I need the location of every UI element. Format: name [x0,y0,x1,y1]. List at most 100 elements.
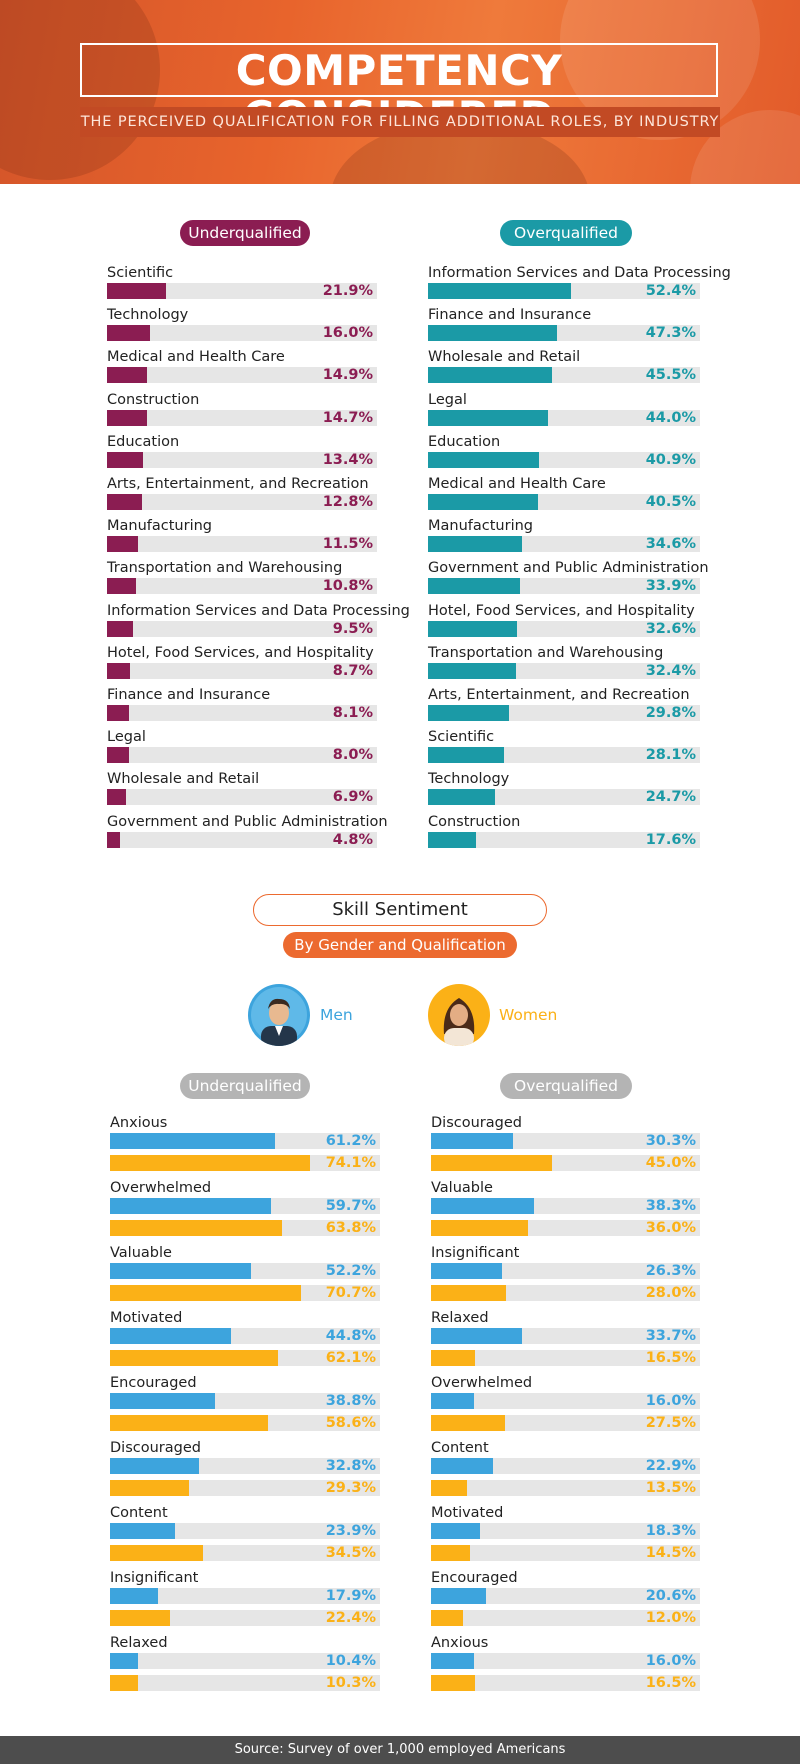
bar-track: 11.5% [107,536,377,553]
data-bar [428,494,539,510]
data-bar [107,325,151,342]
men-data-bar [110,1653,139,1669]
data-bar [107,283,167,299]
bar-track: 47.3% [428,325,700,342]
women-data-bar [110,1479,190,1496]
bar-value-label: 52.4% [645,283,696,299]
men-data-bar [431,1263,502,1279]
bar-track: 58.6% [110,1414,380,1431]
men-data-bar [431,1653,475,1669]
men-value-label: 38.8% [325,1393,376,1409]
overqualified-pill: Overqualified [500,220,632,246]
bar-track: 33.9% [428,578,700,595]
man-avatar-icon [248,984,310,1046]
data-bar [107,789,126,806]
men-value-label: 10.4% [325,1653,376,1669]
skill-sentiment-subtitle: By Gender and Qualification [283,932,517,958]
bar-value-label: 44.0% [645,409,696,426]
bar-value-label: 17.6% [645,831,696,848]
women-data-bar [431,1284,507,1301]
women-value-label: 12.0% [645,1609,696,1626]
bar-track: 28.1% [428,747,700,764]
bar-track: 44.8% [110,1328,380,1344]
bar-track: 44.0% [428,409,700,426]
bar-track: 62.1% [110,1349,380,1366]
title-frame: COMPETENCY CONSIDERED [80,43,718,140]
sentiment-overqualified-pill: Overqualified [500,1073,632,1099]
data-bar [107,831,120,848]
women-value-label: 14.5% [645,1544,696,1561]
bar-track: 14.7% [107,409,377,426]
sentiment-category-label: Anxious [110,1115,168,1131]
men-value-label: 20.6% [645,1588,696,1604]
women-value-label: 16.5% [645,1349,696,1366]
women-value-label: 36.0% [645,1219,696,1236]
bar-track: 26.3% [431,1263,700,1279]
men-data-bar [110,1458,199,1474]
women-data-bar [431,1479,468,1496]
bar-value-label: 10.8% [322,578,373,595]
data-bar [107,494,142,510]
bar-track: 29.3% [110,1479,380,1496]
sentiment-underqualified-pill: Underqualified [180,1073,310,1099]
women-value-label: 22.4% [325,1609,376,1626]
women-data-bar [110,1609,171,1626]
men-data-bar [431,1588,487,1604]
men-value-label: 30.3% [645,1133,696,1149]
data-bar [428,747,505,764]
sentiment-category-label: Insignificant [110,1570,199,1586]
bar-track: 22.9% [431,1458,700,1474]
bar-category-label: Government and Public Administration [107,813,388,830]
bar-track: 21.9% [107,283,377,299]
women-data-bar [431,1674,476,1691]
bar-value-label: 16.0% [322,325,373,342]
bar-track: 13.5% [431,1479,700,1496]
women-data-bar [431,1349,476,1366]
data-bar [107,620,133,637]
bar-value-label: 40.9% [645,451,696,468]
data-bar [107,705,129,721]
bar-value-label: 21.9% [322,283,373,299]
data-bar [428,451,540,468]
bar-track: 16.0% [107,325,377,342]
bar-category-label: Education [428,433,501,450]
bar-category-label: Medical and Health Care [428,476,606,492]
bar-track: 10.3% [110,1674,380,1691]
bar-track: 24.7% [428,789,700,806]
men-data-bar [431,1523,481,1539]
bar-track: 32.4% [428,662,700,679]
men-data-bar [110,1133,276,1149]
bar-track: 45.5% [428,367,700,384]
bar-track: 10.4% [110,1653,380,1669]
bar-track: 38.3% [431,1198,700,1214]
sentiment-category-label: Encouraged [431,1570,518,1586]
bar-track: 14.5% [431,1544,700,1561]
men-data-bar [431,1458,493,1474]
bar-category-label: Transportation and Warehousing [428,644,664,661]
bar-category-label: Education [107,433,180,450]
women-value-label: 10.3% [325,1674,376,1691]
bar-track: 4.8% [107,831,377,848]
bar-category-label: Arts, Entertainment, and Recreation [107,476,369,492]
sentiment-category-label: Overwhelmed [431,1375,533,1391]
women-value-label: 27.5% [645,1414,696,1431]
bar-track: 17.6% [428,831,700,848]
bar-value-label: 8.7% [332,662,373,679]
bar-track: 8.7% [107,662,377,679]
bar-track: 32.8% [110,1458,380,1474]
page-subtitle: THE PERCEIVED QUALIFICATION FOR FILLING … [80,114,720,130]
bar-track: 22.4% [110,1609,380,1626]
bar-track: 34.6% [428,536,700,553]
sentiment-category-label: Valuable [431,1180,493,1196]
bar-category-label: Government and Public Administration [428,560,709,577]
data-bar [107,536,139,553]
women-value-label: 29.3% [325,1479,376,1496]
bar-category-label: Scientific [107,265,174,281]
women-data-bar [431,1154,553,1171]
bar-track: 40.9% [428,451,700,468]
bar-value-label: 12.8% [322,494,373,510]
bar-track: 6.9% [107,789,377,806]
bar-track: 13.4% [107,451,377,468]
sentiment-category-label: Content [110,1505,168,1521]
bar-track: 70.7% [110,1284,380,1301]
